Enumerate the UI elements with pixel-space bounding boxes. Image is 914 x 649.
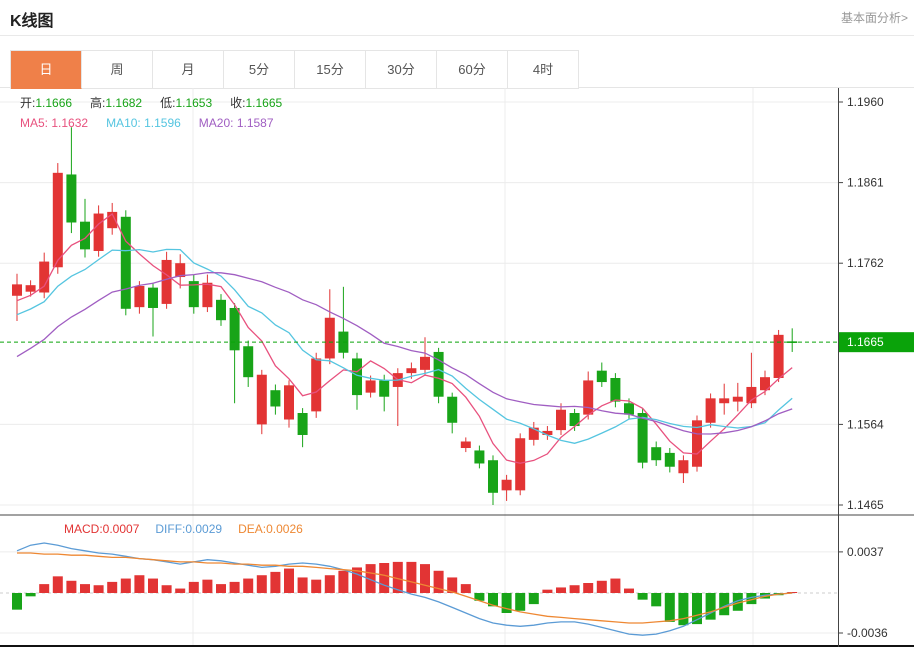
candles-layer [12,127,798,505]
macd-histogram [12,561,798,626]
fundamental-analysis-link[interactable]: 基本面分析> [840,11,908,25]
page-title: K线图 [10,13,54,30]
svg-text:1.1465: 1.1465 [847,498,884,512]
svg-text:-0.0036: -0.0036 [847,626,888,640]
diff-line [16,542,793,636]
tab-4时[interactable]: 4时 [508,51,579,89]
timeframe-tabbar: 日周月 5分 15分 30分 60分 4时 [10,50,579,89]
axis-labels: 1.1960 1.1861 1.1762 1.1665 1.1564 1.1465 0.00… [838,95,888,640]
title-separator [0,35,914,36]
tab-30分[interactable]: 30分 [366,51,437,89]
tab-5分[interactable]: 5分 [224,51,295,89]
ma10-line [16,248,793,444]
tab-日[interactable]: 日 [11,51,82,89]
svg-text:0.0037: 0.0037 [847,545,884,559]
current-price-tag: 1.1665 [839,332,914,353]
tab-月[interactable]: 月 [153,51,224,89]
svg-text:1.1960: 1.1960 [847,95,884,109]
svg-text:1.1762: 1.1762 [847,256,884,270]
svg-text:1.1665: 1.1665 [847,335,884,349]
ma20-line [16,271,793,435]
tab-60分[interactable]: 60分 [437,51,508,89]
tab-周[interactable]: 周 [82,51,153,89]
svg-text:1.1564: 1.1564 [847,417,884,431]
dea-line [17,552,793,624]
ma5-line [16,213,793,464]
svg-text:1.1861: 1.1861 [847,176,884,190]
tab-15分[interactable]: 15分 [295,51,366,89]
grid-lines [0,88,838,647]
